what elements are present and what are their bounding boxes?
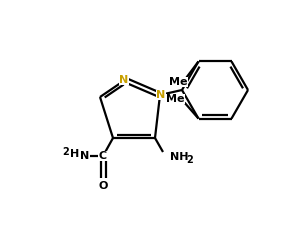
Text: N: N [119,75,129,85]
Text: N: N [156,90,166,100]
Text: Me: Me [169,77,188,87]
Text: 2: 2 [63,147,69,157]
Text: H: H [70,149,80,159]
Text: Me: Me [166,94,185,104]
Text: N: N [80,151,90,161]
Text: O: O [98,181,108,191]
Text: NH: NH [170,152,188,162]
Text: 2: 2 [186,155,193,165]
Text: C: C [99,151,107,161]
